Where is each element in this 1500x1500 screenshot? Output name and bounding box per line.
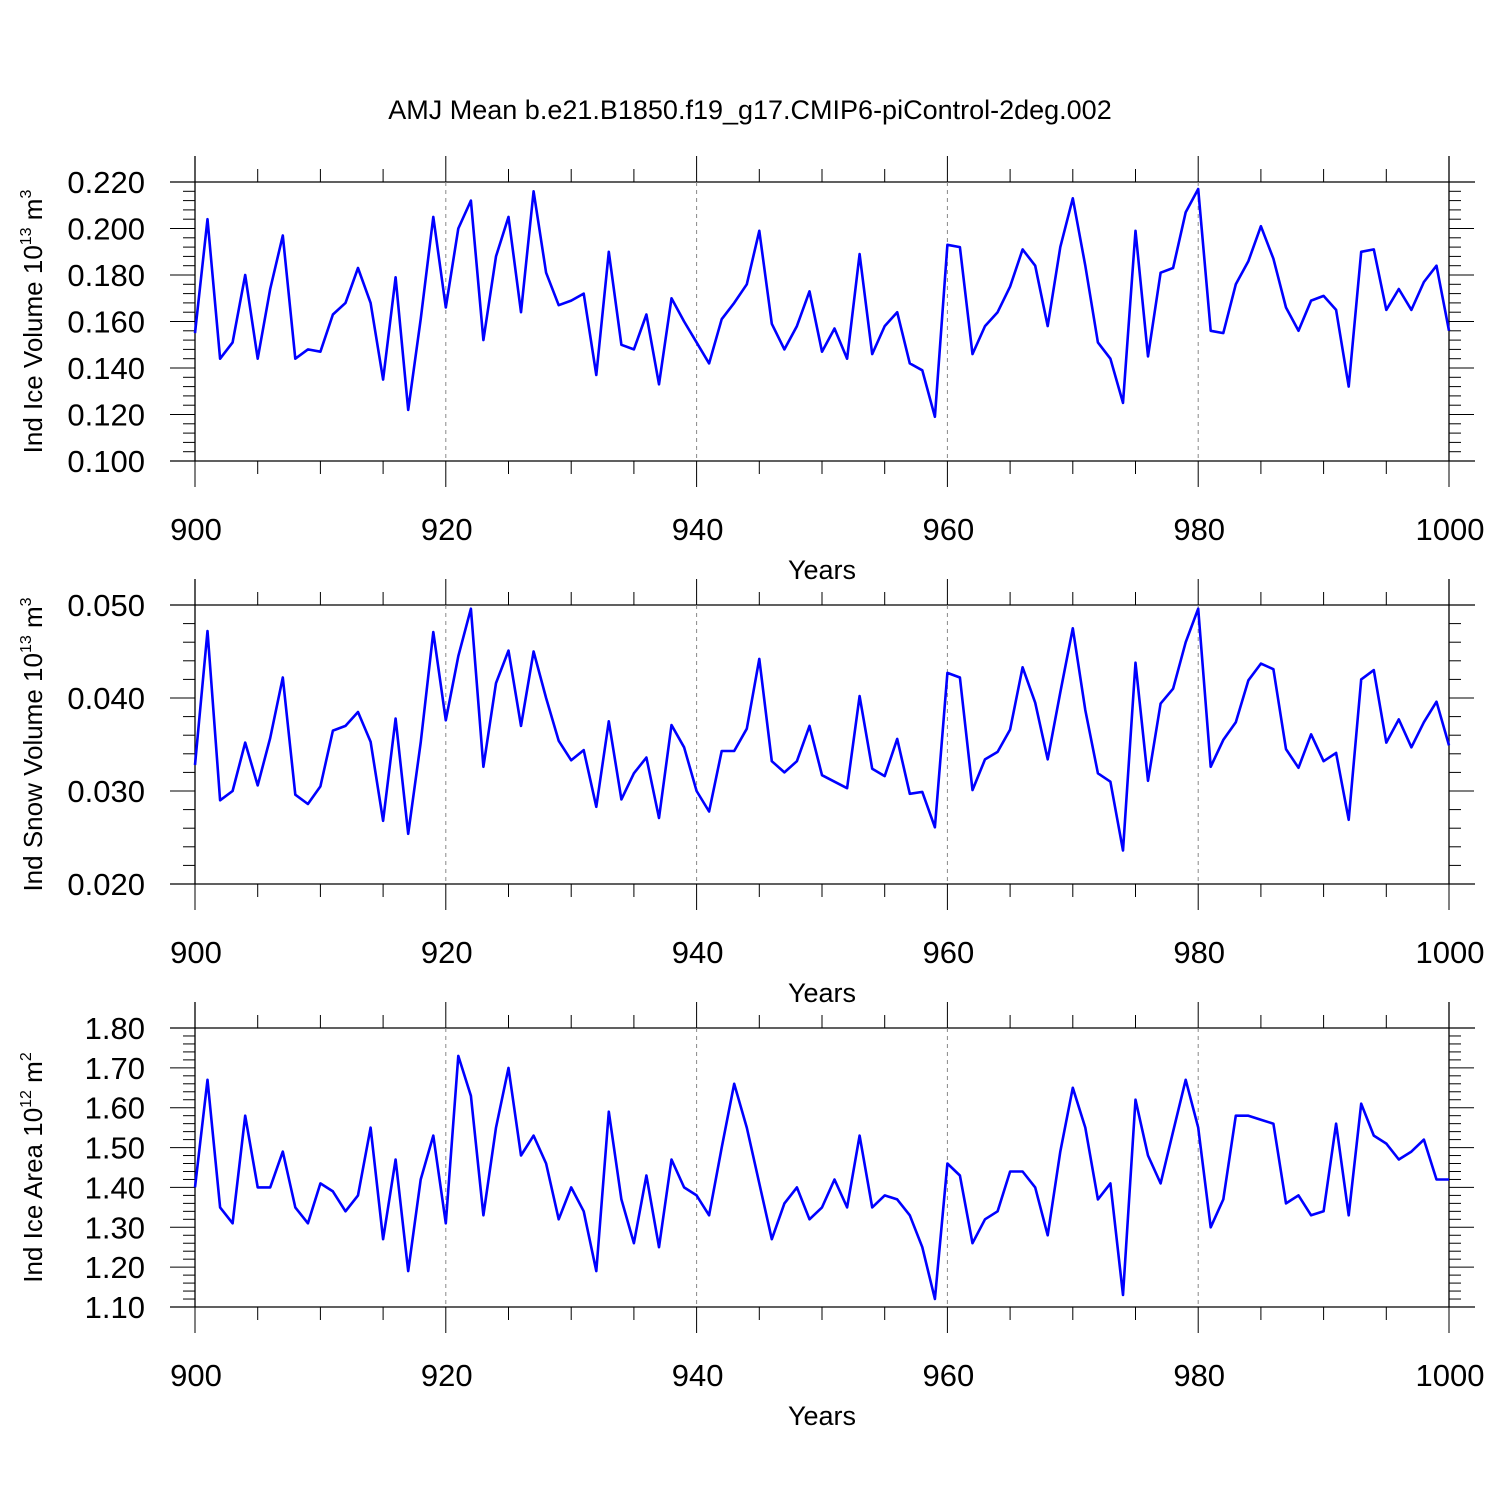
- y-tick-label: 0.160: [67, 305, 145, 340]
- series-line-1: [193, 607, 1451, 852]
- x-tick-label: 1000: [1416, 1358, 1485, 1393]
- series-line-1: [193, 187, 1451, 419]
- y-tick-label: 0.020: [67, 867, 145, 902]
- x-axis-label: Years: [788, 978, 856, 1008]
- y-tick-label: 0.120: [67, 398, 145, 433]
- y-axis-label-part: Ind Ice Area 10: [18, 1108, 48, 1283]
- chart-panel-1: 0.100 0.120 0.140 0.160 0.180 0.200 0.220 900 92…: [18, 156, 1484, 585]
- x-tick-label: 920: [421, 935, 473, 970]
- series-line-1: [193, 1054, 1449, 1301]
- x-tick-label: 900: [170, 935, 222, 970]
- y-axis-label-part: m: [18, 1061, 48, 1090]
- x-tick-label: 1000: [1416, 512, 1485, 547]
- x-axis-label: Years: [788, 555, 856, 585]
- x-tick-label: 920: [421, 512, 473, 547]
- y-axis-label: Ind Ice Volume 1013 m3: [18, 190, 48, 454]
- y-axis-label-part: 3: [18, 597, 35, 606]
- y-tick-label: 0.030: [67, 774, 145, 809]
- x-tick-label: 940: [672, 512, 724, 547]
- x-tick-label: 960: [923, 1358, 975, 1393]
- y-tick-label: 1.60: [85, 1091, 145, 1126]
- x-tick-label: 1000: [1416, 935, 1485, 970]
- y-tick-label: 1.20: [85, 1250, 145, 1285]
- y-axis-label-part: Ind Snow Volume 10: [18, 653, 48, 892]
- x-tick-label: 940: [672, 1358, 724, 1393]
- x-axis-label: Years: [788, 1401, 856, 1431]
- y-axis-label-part: 2: [18, 1052, 35, 1061]
- y-axis-label: Ind Snow Volume 1013 m3: [18, 597, 48, 891]
- y-tick-label: 0.200: [67, 212, 145, 247]
- y-tick-label: 0.220: [67, 165, 145, 200]
- x-tick-label: 960: [923, 512, 975, 547]
- x-tick-label: 900: [170, 1358, 222, 1393]
- y-tick-label: 1.10: [85, 1290, 145, 1325]
- y-axis-label-part: 12: [18, 1090, 35, 1108]
- y-tick-label: 1.80: [85, 1011, 145, 1046]
- x-tick-label: 960: [923, 935, 975, 970]
- panels-container: 0.100 0.120 0.140 0.160 0.180 0.200 0.220 900 92…: [18, 156, 1484, 1431]
- y-tick-label: 1.30: [85, 1210, 145, 1245]
- y-axis-label-part: 3: [18, 190, 35, 199]
- x-tick-label: 980: [1173, 1358, 1225, 1393]
- y-tick-label: 0.100: [67, 444, 145, 479]
- y-tick-label: 1.40: [85, 1170, 145, 1205]
- x-tick-label: 940: [672, 935, 724, 970]
- x-tick-label: 920: [421, 1358, 473, 1393]
- x-tick-label: 900: [170, 512, 222, 547]
- y-axis-label: Ind Ice Area 1012 m2: [18, 1052, 48, 1283]
- chart-panel-3: 1.10 1.20 1.30 1.40 1.50 1.60 1.70 1.80 900 920 94…: [18, 1002, 1484, 1431]
- chart-title: AMJ Mean b.e21.B1850.f19_g17.CMIP6-piCon…: [388, 95, 1111, 125]
- y-tick-label: 1.50: [85, 1131, 145, 1166]
- y-axis-label-part: Ind Ice Volume 10: [18, 245, 48, 453]
- y-tick-label: 0.040: [67, 681, 145, 716]
- chart-panel-2: 0.020 0.030 0.040 0.050 900 920 940 960 980 1000 Y…: [18, 579, 1484, 1008]
- x-tick-label: 980: [1173, 935, 1225, 970]
- y-tick-label: 0.050: [67, 588, 145, 623]
- y-axis-label-part: 13: [18, 635, 35, 653]
- y-tick-label: 0.180: [67, 258, 145, 293]
- y-axis-label-part: m: [18, 199, 48, 228]
- y-tick-label: 1.70: [85, 1051, 145, 1086]
- x-tick-label: 980: [1173, 512, 1225, 547]
- y-axis-label-part: 13: [18, 227, 35, 245]
- y-tick-label: 0.140: [67, 351, 145, 386]
- y-axis-label-part: m: [18, 606, 48, 635]
